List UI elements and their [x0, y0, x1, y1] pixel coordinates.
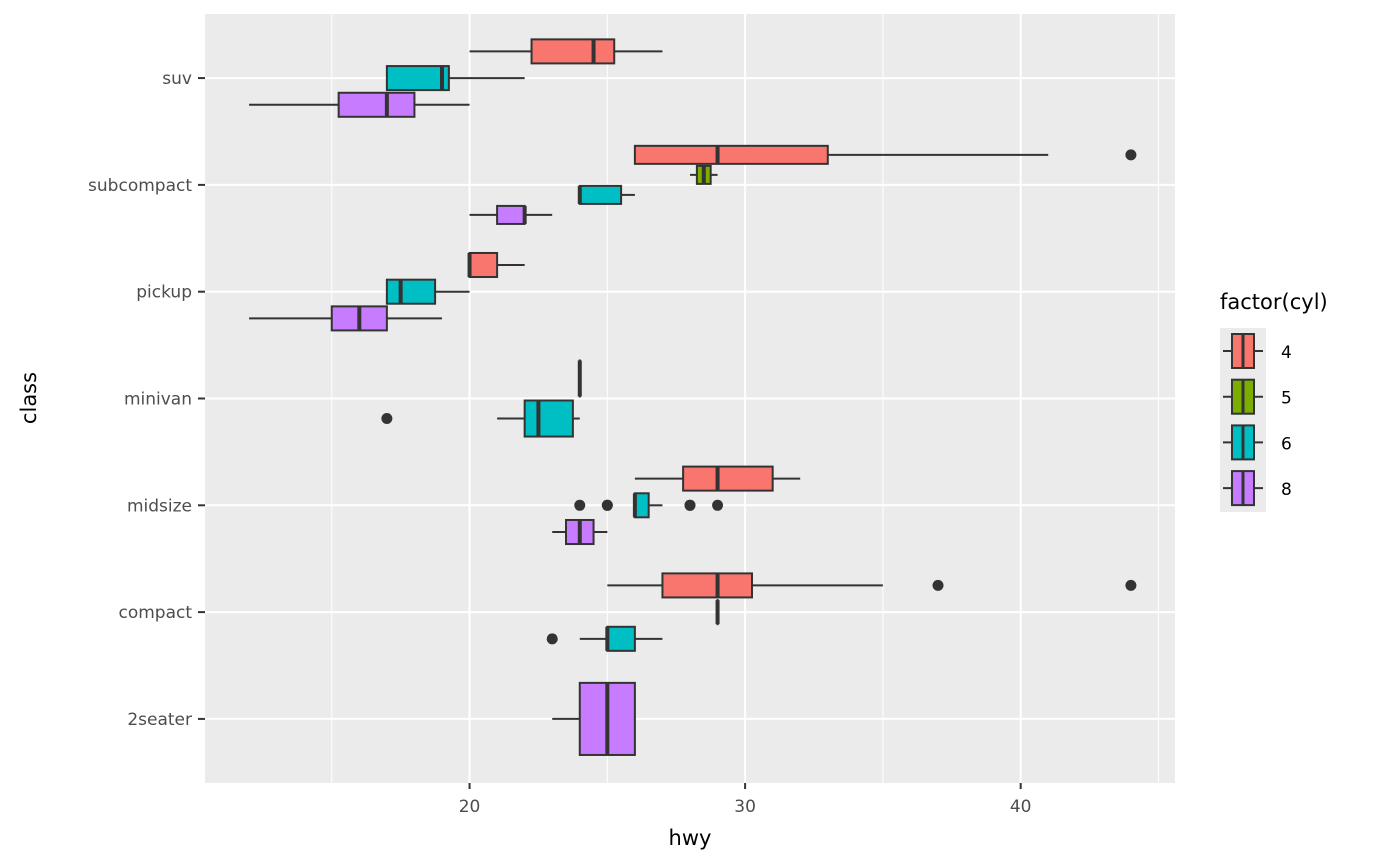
outlier-point	[684, 499, 696, 511]
outlier-point	[1125, 149, 1137, 161]
legend-label: 4	[1281, 343, 1292, 363]
box-subcompact-cyl4	[633, 144, 1137, 165]
box-iqr	[385, 278, 437, 305]
box-suv-cyl6	[385, 65, 525, 92]
box-iqr	[682, 465, 774, 492]
y-tick-label: compact	[118, 603, 192, 623]
y-tick-label: 2seater	[127, 710, 192, 730]
box-pickup-cyl8	[249, 305, 442, 332]
x-tick-label: 40	[1010, 797, 1032, 817]
outlier-point	[381, 413, 393, 425]
y-tick-label: subcompact	[88, 176, 192, 196]
outlier-point	[712, 499, 724, 511]
y-tick-label: minivan	[124, 390, 192, 410]
y-tick-label: midsize	[127, 496, 192, 516]
box-iqr	[385, 65, 450, 92]
box-pickup-cyl6	[385, 278, 470, 305]
box-iqr	[337, 91, 416, 118]
legend-label: 6	[1281, 434, 1292, 454]
legend-label: 8	[1281, 480, 1292, 500]
box-compact-cyl6	[546, 625, 663, 652]
box-subcompact-cyl5	[690, 164, 718, 185]
outlier-point	[1125, 579, 1137, 591]
box-midsize-cyl6	[574, 492, 724, 519]
box-iqr	[578, 184, 623, 205]
y-axis-title: class	[17, 372, 41, 424]
x-tick-label: 20	[459, 797, 481, 817]
box-iqr	[530, 38, 616, 65]
box-iqr	[468, 251, 499, 279]
box-2seater-cyl8	[552, 681, 636, 756]
box-suv-cyl8	[249, 91, 470, 118]
box-minivan-cyl6	[381, 399, 580, 438]
y-tick-label: suv	[162, 69, 192, 89]
outlier-point	[546, 633, 558, 645]
box-midsize-cyl8	[552, 518, 608, 546]
box-iqr	[633, 144, 829, 165]
box-midsize-cyl4	[634, 465, 801, 492]
box-iqr	[633, 492, 650, 519]
box-iqr	[606, 625, 636, 652]
box-pickup-cyl4	[467, 251, 525, 279]
y-tick-label: pickup	[136, 283, 192, 303]
outlier-point	[574, 499, 586, 511]
box-iqr	[661, 572, 754, 599]
box-iqr	[496, 204, 526, 225]
legend: factor(cyl) 4 5 6 8	[1220, 290, 1328, 512]
x-tick-label: 30	[734, 797, 756, 817]
box-iqr	[523, 399, 574, 438]
box-subcompact-cyl8	[469, 204, 553, 225]
box-compact-cyl4	[607, 572, 1137, 599]
outlier-point	[932, 579, 944, 591]
box-subcompact-cyl6	[577, 184, 635, 205]
outlier-point	[601, 499, 613, 511]
box-suv-cyl4	[469, 38, 663, 65]
legend-label: 5	[1281, 389, 1292, 409]
legend-title: factor(cyl)	[1220, 290, 1328, 314]
x-axis-title: hwy	[669, 826, 712, 850]
